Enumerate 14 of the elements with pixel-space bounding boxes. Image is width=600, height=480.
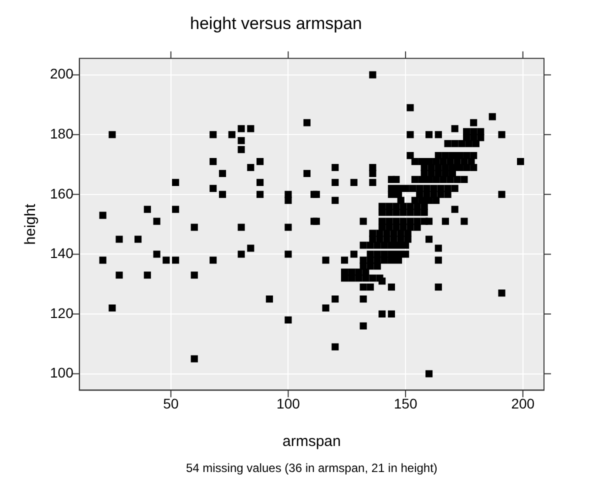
x-tick-label: 200 — [511, 395, 535, 412]
x-axis-title: armspan — [282, 433, 341, 450]
chart-title: height versus armspan — [190, 14, 362, 33]
y-tick-label: 100 — [50, 364, 74, 381]
y-axis-title: height — [22, 203, 40, 245]
x-tick-label: 100 — [276, 395, 300, 412]
y-tick-label: 160 — [50, 185, 74, 202]
x-tick-label: 50 — [163, 395, 179, 412]
y-tick-label: 140 — [50, 245, 74, 262]
y-tick-label: 120 — [50, 304, 74, 321]
y-tick-label: 180 — [50, 125, 74, 142]
x-tick-label: 150 — [394, 395, 418, 412]
text: 54 missing values (36 in armspan, 21 in height) — [186, 461, 438, 475]
y-tick-label: 200 — [50, 66, 74, 82]
